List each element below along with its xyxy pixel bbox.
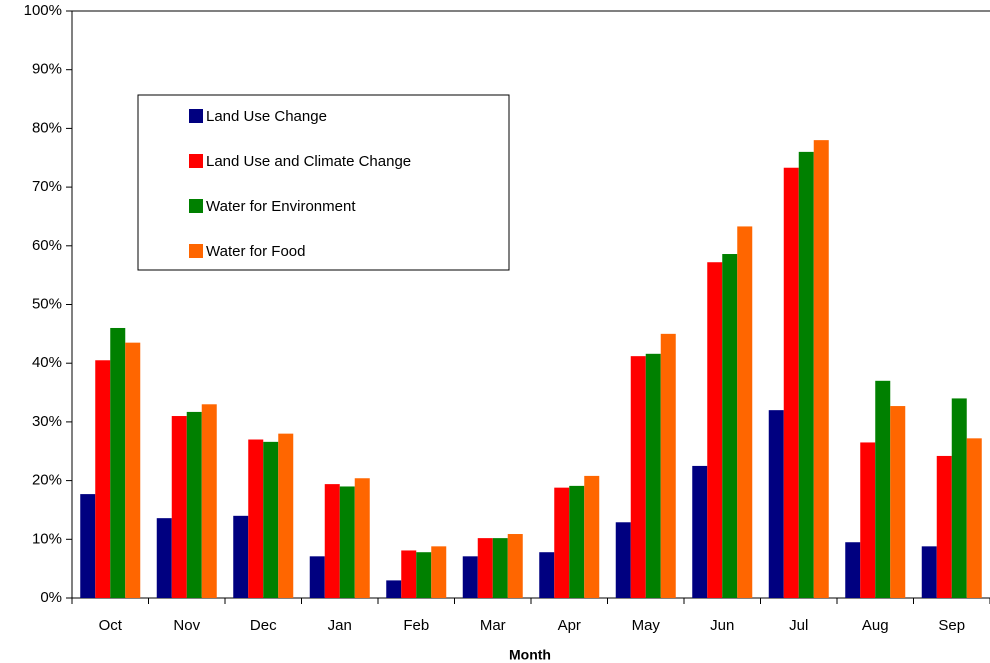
x-tick-label: Oct [99,617,123,634]
bar [156,518,172,598]
y-tick-label: 60% [32,237,62,254]
bar [507,534,523,598]
y-tick-label: 40% [32,354,62,371]
x-tick-label: Jul [789,617,808,634]
y-tick-label: 70% [32,178,62,195]
x-tick-label: May [632,617,661,634]
bar [492,538,508,598]
bar [125,342,141,598]
bar [431,546,447,598]
bar [768,410,784,598]
bar [401,550,417,598]
legend-swatch [189,154,203,168]
bar [462,556,478,598]
bar [845,542,861,598]
y-tick-label: 50% [32,295,62,312]
x-tick-label: Dec [250,617,277,634]
bar [416,552,432,598]
bar [737,226,753,598]
y-tick-label: 30% [32,413,62,430]
bar [278,433,294,598]
bar [386,580,402,598]
bar [309,556,325,598]
y-tick-label: 80% [32,119,62,136]
bar [324,484,340,598]
y-tick-label: 10% [32,530,62,547]
bar [630,356,646,598]
legend-label: Land Use and Climate Change [206,153,411,170]
bar [783,167,799,598]
bar [707,262,723,598]
bar [936,455,952,598]
legend-label: Water for Environment [206,198,356,215]
bar [875,380,891,598]
bar [645,353,661,598]
x-tick-label: Jun [710,617,734,634]
bar [951,398,967,598]
bar [110,327,126,598]
bar [890,406,906,598]
bar [80,494,96,598]
bar [339,486,355,598]
bar [660,333,676,598]
x-tick-label: Nov [173,617,200,634]
legend-swatch [189,199,203,213]
x-tick-label: Mar [480,617,506,634]
bar [171,416,187,598]
bar [263,441,279,598]
bar [554,487,570,598]
bar [692,465,708,598]
x-tick-label: Feb [403,617,429,634]
bar [233,515,249,598]
x-tick-label: Apr [558,617,581,634]
x-tick-label: Aug [862,617,889,634]
legend-swatch [189,109,203,123]
x-tick-label: Sep [938,617,965,634]
legend-label: Land Use Change [206,108,327,125]
bar [860,442,876,598]
bar [584,475,600,598]
bar [477,538,493,598]
legend-label: Water for Food [206,243,305,260]
x-tick-label: Jan [328,617,352,634]
bar [813,140,829,598]
y-tick-label: 0% [40,589,62,606]
bar [722,254,738,598]
bar [248,439,264,598]
bar [354,478,370,598]
legend-swatch [189,244,203,258]
bar [615,522,631,598]
bar [95,360,111,598]
bar [539,552,555,598]
bar [921,546,937,598]
y-tick-label: 90% [32,61,62,78]
bar [186,411,202,598]
bar [569,485,585,598]
bar [201,404,217,598]
bar [966,438,982,598]
bar [798,151,814,598]
legend-box [137,94,510,271]
x-axis-title: Month [509,647,551,663]
y-tick-label: 20% [32,472,62,489]
y-tick-label: 100% [24,2,62,19]
